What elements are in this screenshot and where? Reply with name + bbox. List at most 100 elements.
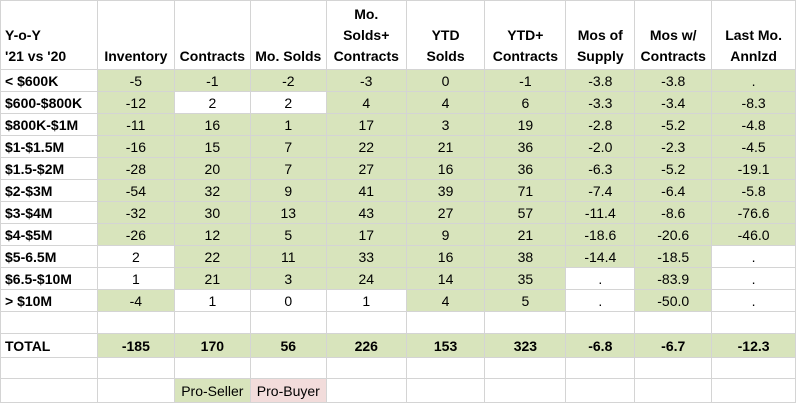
table-cell: -11 [96, 113, 175, 136]
table-cell: 6 [484, 91, 567, 114]
legend-pro-seller: Pro-Seller [173, 378, 251, 403]
empty-cell [405, 357, 486, 379]
table-row: $3-$4M -32 30 13 43 27 57 -11.4 -8.6 -76.6 [0, 201, 796, 224]
table-cell: 21 [173, 267, 251, 290]
table-cell: . [711, 69, 796, 92]
table-cell: -8.6 [634, 201, 713, 224]
table-cell: -76.6 [711, 201, 796, 224]
table-row: $6.5-$10M 1 21 3 24 14 35. -83.9. [0, 267, 796, 290]
table-row: > $10M -4 1 0 1 4 5. -50.0. [0, 289, 796, 312]
empty-cell [0, 357, 98, 379]
price-range-label: $4-$5M [0, 223, 98, 246]
table-cell: -4.8 [711, 113, 796, 136]
table-cell: -5.2 [634, 157, 713, 180]
table-cell: 0 [405, 69, 486, 92]
table-cell: 30 [173, 201, 251, 224]
table-cell: 7 [249, 157, 327, 180]
empty-cell [565, 357, 636, 379]
table-cell: 20 [173, 157, 251, 180]
empty-cell [565, 311, 636, 334]
total-cell: 153 [405, 333, 486, 358]
empty-cell [325, 378, 407, 403]
total-label: TOTAL [0, 333, 98, 358]
table-cell: 32 [173, 179, 251, 202]
column-header: Mo. Solds+ Contracts [325, 0, 407, 70]
table-cell: 17 [325, 223, 407, 246]
table-row: $2-$3M -54 32 9 41 39 71 -7.4 -6.4 -5.8 [0, 179, 796, 202]
table-cell: 1 [325, 289, 407, 312]
empty-cell [173, 357, 251, 379]
table-cell: 16 [405, 157, 486, 180]
table-cell: 57 [484, 201, 567, 224]
table-cell: 27 [325, 157, 407, 180]
column-header: Inventory [96, 0, 175, 70]
price-range-label: > $10M [0, 289, 98, 312]
table-cell: 5 [484, 289, 567, 312]
table-cell: -2.0 [565, 135, 636, 158]
spacer-row [0, 357, 796, 379]
empty-cell [484, 378, 567, 403]
empty-cell [96, 311, 175, 334]
legend-row: Pro-Seller Pro-Buyer [0, 378, 796, 403]
table-cell: 14 [405, 267, 486, 290]
table-cell: -83.9 [634, 267, 713, 290]
table-cell: -16 [96, 135, 175, 158]
table-cell: -28 [96, 157, 175, 180]
table-cell: 16 [173, 113, 251, 136]
table-cell: . [711, 289, 796, 312]
empty-cell [325, 357, 407, 379]
table-cell: 27 [405, 201, 486, 224]
table-cell: 36 [484, 157, 567, 180]
total-cell: -12.3 [711, 333, 796, 358]
table-cell: . [711, 245, 796, 268]
table-cell: 9 [249, 179, 327, 202]
table-cell: 7 [249, 135, 327, 158]
table-cell: 2 [249, 91, 327, 114]
table-cell: 38 [484, 245, 567, 268]
table-cell: 43 [325, 201, 407, 224]
total-cell: -6.7 [634, 333, 713, 358]
table-cell: 41 [325, 179, 407, 202]
table-cell: 1 [249, 113, 327, 136]
table-row: $1-$1.5M -16 15 7 22 21 36 -2.0 -2.3 -4.5 [0, 135, 796, 158]
empty-cell [484, 357, 567, 379]
table-cell: -14.4 [565, 245, 636, 268]
table-cell: 36 [484, 135, 567, 158]
table-cell: 33 [325, 245, 407, 268]
table-cell: 16 [405, 245, 486, 268]
price-range-label: $600-$800K [0, 91, 98, 114]
table-cell: 22 [173, 245, 251, 268]
table-cell: 9 [405, 223, 486, 246]
table-cell: 0 [249, 289, 327, 312]
table-cell: -46.0 [711, 223, 796, 246]
table-cell: . [711, 267, 796, 290]
table-cell: 12 [173, 223, 251, 246]
empty-cell [325, 311, 407, 334]
table-cell: . [565, 267, 636, 290]
price-range-label: $1-$1.5M [0, 135, 98, 158]
column-header: Mo. Solds [249, 0, 327, 70]
table-cell: 21 [484, 223, 567, 246]
table-cell: 4 [405, 289, 486, 312]
table-cell: -5.2 [634, 113, 713, 136]
total-cell: 226 [325, 333, 407, 358]
table-row: < $600K -5 -1 -2 -3 0 -1 -3.8 -3.8. [0, 69, 796, 92]
table-cell: 2 [173, 91, 251, 114]
empty-cell [173, 311, 251, 334]
empty-cell [96, 357, 175, 379]
table-cell: -18.5 [634, 245, 713, 268]
table-cell: -1 [173, 69, 251, 92]
table-cell: 5 [249, 223, 327, 246]
table-cell: 15 [173, 135, 251, 158]
table-cell: 11 [249, 245, 327, 268]
table-cell: 1 [96, 267, 175, 290]
table-cell: 19 [484, 113, 567, 136]
table-cell: 4 [325, 91, 407, 114]
table-cell: -6.4 [634, 179, 713, 202]
legend-pro-buyer: Pro-Buyer [249, 378, 327, 403]
table-cell: -5 [96, 69, 175, 92]
table-cell: -11.4 [565, 201, 636, 224]
price-range-label: $5-6.5M [0, 245, 98, 268]
table-cell: -3.3 [565, 91, 636, 114]
price-range-label: < $600K [0, 69, 98, 92]
